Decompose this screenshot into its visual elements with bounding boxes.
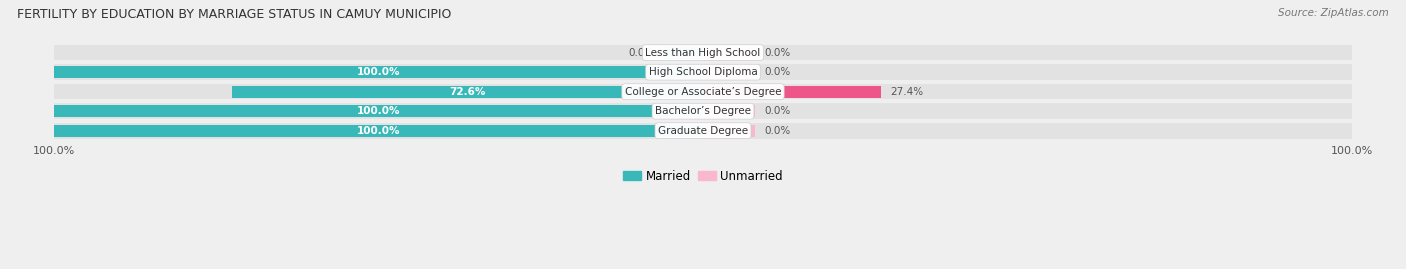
Text: Source: ZipAtlas.com: Source: ZipAtlas.com [1278,8,1389,18]
Bar [53,84,1353,100]
Text: 27.4%: 27.4% [890,87,924,97]
Bar [703,105,755,117]
Text: 0.0%: 0.0% [765,67,792,77]
Text: 100.0%: 100.0% [357,126,401,136]
Bar [53,103,1353,119]
Text: 0.0%: 0.0% [765,48,792,58]
Bar [53,64,1353,80]
Legend: Married, Unmarried: Married, Unmarried [619,165,787,187]
Text: FERTILITY BY EDUCATION BY MARRIAGE STATUS IN CAMUY MUNICIPIO: FERTILITY BY EDUCATION BY MARRIAGE STATU… [17,8,451,21]
Bar [232,86,703,98]
Text: 100.0%: 100.0% [357,67,401,77]
Bar [703,86,880,98]
Bar [703,125,755,137]
Text: Bachelor’s Degree: Bachelor’s Degree [655,106,751,116]
Text: 0.0%: 0.0% [765,126,792,136]
Bar [53,45,1353,61]
Text: High School Diploma: High School Diploma [648,67,758,77]
Bar [703,47,755,59]
Text: 0.0%: 0.0% [765,106,792,116]
Text: 0.0%: 0.0% [628,48,654,58]
Bar [53,105,703,117]
Text: 100.0%: 100.0% [357,106,401,116]
Bar [53,66,703,78]
Text: College or Associate’s Degree: College or Associate’s Degree [624,87,782,97]
Bar [703,66,755,78]
Text: Graduate Degree: Graduate Degree [658,126,748,136]
Bar [53,125,703,137]
Bar [53,123,1353,139]
Text: Less than High School: Less than High School [645,48,761,58]
Bar [664,47,703,59]
Text: 72.6%: 72.6% [449,87,485,97]
